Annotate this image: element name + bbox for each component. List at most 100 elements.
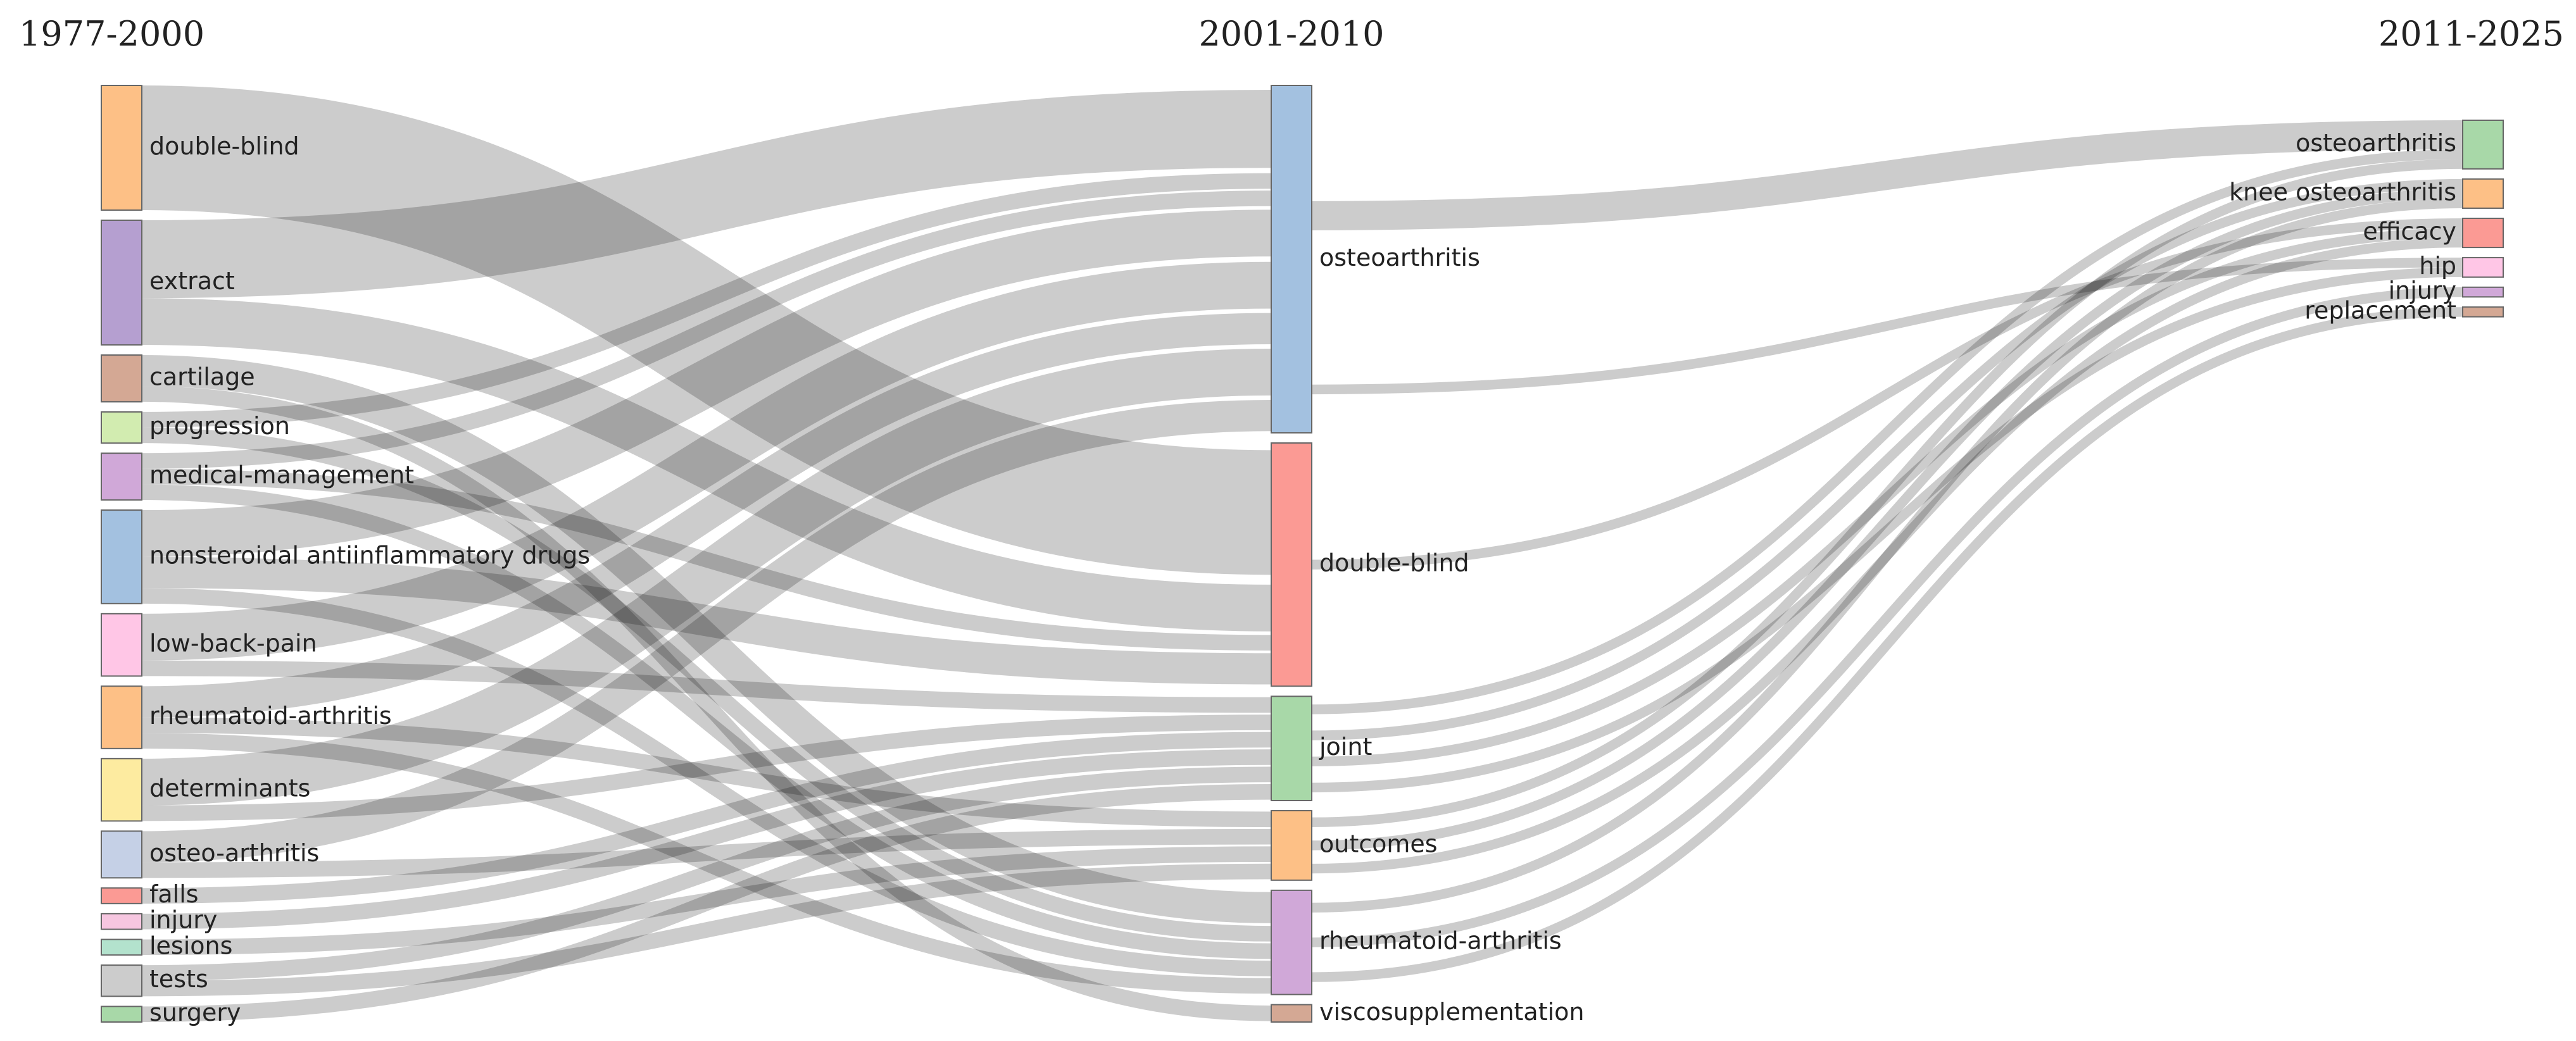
- flow-b_joint-to-c_efficacy[interactable]: [1311, 228, 2463, 766]
- node-bar-a_doubleblind[interactable]: [101, 85, 142, 211]
- flow-a_osteoarth-to-b_oa[interactable]: [141, 399, 1272, 863]
- node-a_lowback[interactable]: low-back-pain: [101, 613, 317, 677]
- flow-b_oa-to-c_oa[interactable]: [1311, 120, 2463, 230]
- flow-a_progression-to-b_oa[interactable]: [141, 173, 1272, 428]
- node-b_joint[interactable]: joint: [1271, 695, 1372, 802]
- node-bar-c_efficacy[interactable]: [2462, 217, 2504, 249]
- flow-b_joint-to-c_oa[interactable]: [1311, 149, 2463, 714]
- node-bar-b_doubleblind[interactable]: [1271, 442, 1312, 687]
- node-bar-a_tests[interactable]: [101, 964, 142, 997]
- node-c_replacement[interactable]: replacement: [2304, 296, 2504, 324]
- node-bar-a_ra[interactable]: [101, 685, 142, 749]
- flow-a_doubleblind-to-b_doubleblind[interactable]: [141, 85, 1272, 575]
- node-label-c_hip: hip: [2419, 252, 2456, 280]
- flow-a_nsaid-to-b_ra[interactable]: [141, 588, 1272, 976]
- flow-b_outcomes-to-c_efficacy[interactable]: [1311, 237, 2463, 874]
- node-bar-a_progression[interactable]: [101, 411, 142, 444]
- flow-a_determinants-to-b_joint[interactable]: [141, 714, 1272, 821]
- flow-a_cartilage-to-b_visco[interactable]: [141, 386, 1272, 1021]
- flow-a_tests-to-b_joint[interactable]: [141, 766, 1272, 981]
- flow-a_tests-to-b_outcomes[interactable]: [141, 863, 1272, 997]
- node-bar-c_replacement[interactable]: [2462, 306, 2504, 318]
- node-a_cartilage[interactable]: cartilage: [101, 354, 255, 402]
- flow-b_oa-to-c_hip[interactable]: [1311, 258, 2463, 395]
- node-bar-c_hip[interactable]: [2462, 257, 2504, 278]
- node-b_ra[interactable]: rheumatoid-arthritis: [1271, 889, 1562, 995]
- flow-a_cartilage-to-b_ra[interactable]: [141, 355, 1272, 923]
- node-c_hip[interactable]: hip: [2419, 252, 2504, 280]
- flow-b_joint-to-c_hip[interactable]: [1311, 267, 2463, 793]
- flow-b_ra-to-c_replacement[interactable]: [1311, 307, 2463, 982]
- node-a_osteoarth[interactable]: osteo-arthritis: [101, 830, 319, 879]
- node-a_ra[interactable]: rheumatoid-arthritis: [101, 685, 392, 749]
- node-bar-c_knee[interactable]: [2462, 178, 2504, 209]
- node-a_progression[interactable]: progression: [101, 411, 290, 444]
- node-label-b_doubleblind: double-blind: [1319, 549, 1469, 577]
- flow-a_lowback-to-b_oa[interactable]: [141, 261, 1272, 661]
- node-bar-b_oa[interactable]: [1271, 85, 1312, 434]
- node-c_efficacy[interactable]: efficacy: [2363, 217, 2504, 249]
- node-a_determinants[interactable]: determinants: [101, 757, 310, 822]
- node-a_extract[interactable]: extract: [101, 220, 235, 346]
- flow-b_outcomes-to-c_oa[interactable]: [1311, 159, 2463, 828]
- node-bar-a_falls[interactable]: [101, 887, 142, 904]
- flow-a_ra-to-b_oa[interactable]: [141, 313, 1272, 718]
- node-a_nsaid[interactable]: nonsteroidal antiinflammatory drugs: [101, 509, 590, 604]
- node-bar-c_oa[interactable]: [2462, 120, 2504, 170]
- node-bar-c_injury[interactable]: [2462, 286, 2504, 298]
- flow-a_lowback-to-b_joint[interactable]: [141, 660, 1272, 713]
- flow-a_medical-to-b_oa[interactable]: [141, 190, 1272, 469]
- flow-a_determinants-to-b_oa[interactable]: [141, 348, 1272, 806]
- node-bar-a_nsaid[interactable]: [101, 509, 142, 604]
- column-title-c3: 2011-2025: [2378, 14, 2564, 54]
- node-bar-b_visco[interactable]: [1271, 1004, 1312, 1023]
- node-b_oa[interactable]: osteoarthritis: [1271, 85, 1480, 434]
- node-a_falls[interactable]: falls: [101, 880, 199, 908]
- node-bar-a_surgery[interactable]: [101, 1006, 142, 1023]
- flow-a_medical-to-b_doubleblind[interactable]: [141, 468, 1272, 651]
- flow-a_ra-to-b_outcomes[interactable]: [141, 717, 1272, 828]
- node-bar-a_lowback[interactable]: [101, 613, 142, 677]
- node-label-a_doubleblind: double-blind: [149, 132, 299, 160]
- node-c_knee[interactable]: knee osteoarthritis: [2229, 178, 2504, 209]
- node-c_injury[interactable]: injury: [2389, 277, 2504, 304]
- flow-a_nsaid-to-b_oa[interactable]: [141, 209, 1272, 557]
- flow-a_progression-to-b_ra[interactable]: [141, 427, 1272, 942]
- node-bar-a_osteoarth[interactable]: [101, 830, 142, 879]
- flow-a_extract-to-b_oa[interactable]: [141, 90, 1272, 299]
- flow-b_outcomes-to-c_knee[interactable]: [1311, 189, 2463, 851]
- node-bar-a_extract[interactable]: [101, 220, 142, 346]
- node-a_lesions[interactable]: lesions: [101, 932, 232, 959]
- flow-a_falls-to-b_joint[interactable]: [141, 732, 1272, 904]
- node-a_medical[interactable]: medical-management: [101, 452, 414, 501]
- node-a_injury[interactable]: injury: [101, 906, 217, 934]
- node-bar-a_medical[interactable]: [101, 452, 142, 501]
- node-a_doubleblind[interactable]: double-blind: [101, 85, 299, 211]
- node-bar-a_determinants[interactable]: [101, 757, 142, 822]
- node-a_tests[interactable]: tests: [101, 964, 208, 997]
- node-bar-b_ra[interactable]: [1271, 889, 1312, 995]
- node-bar-a_lesions[interactable]: [101, 938, 142, 956]
- flow-b_joint-to-c_knee[interactable]: [1311, 178, 2463, 740]
- node-bar-a_injury[interactable]: [101, 913, 142, 930]
- node-b_visco[interactable]: viscosupplementation: [1271, 998, 1585, 1026]
- node-b_doubleblind[interactable]: double-blind: [1271, 442, 1469, 687]
- flow-a_ra-to-b_ra[interactable]: [141, 733, 1272, 994]
- flow-b_doubleblind-to-c_efficacy[interactable]: [1311, 218, 2463, 570]
- flow-a_medical-to-b_ra[interactable]: [141, 484, 1272, 959]
- flow-a_lesions-to-b_outcomes[interactable]: [141, 846, 1272, 956]
- flow-a_extract-to-b_doubleblind[interactable]: [141, 298, 1272, 632]
- node-label-a_ra: rheumatoid-arthritis: [149, 702, 392, 730]
- flow-b_ra-to-c_knee[interactable]: [1311, 198, 2463, 913]
- flow-a_osteoarth-to-b_outcomes[interactable]: [141, 828, 1272, 878]
- node-bar-b_outcomes[interactable]: [1271, 810, 1312, 881]
- flow-b_ra-to-c_injury[interactable]: [1311, 287, 2463, 947]
- flow-a_nsaid-to-b_doubleblind[interactable]: [141, 556, 1272, 685]
- node-a_surgery[interactable]: surgery: [101, 999, 241, 1026]
- node-bar-a_cartilage[interactable]: [101, 354, 142, 402]
- node-b_outcomes[interactable]: outcomes: [1271, 810, 1438, 881]
- node-c_oa[interactable]: osteoarthritis: [2296, 120, 2504, 170]
- flow-a_injury-to-b_joint[interactable]: [141, 749, 1272, 930]
- flow-a_surgery-to-b_joint[interactable]: [141, 783, 1272, 1023]
- node-bar-b_joint[interactable]: [1271, 695, 1312, 802]
